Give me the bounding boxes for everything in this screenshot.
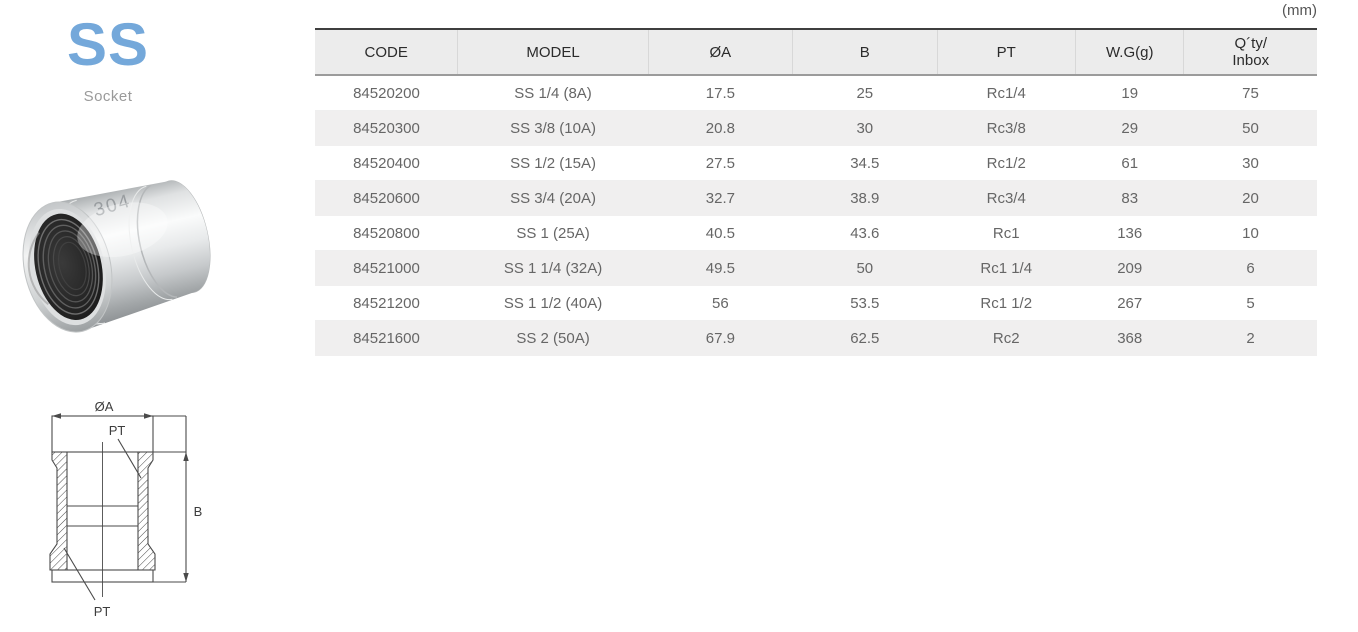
cell-wg: 83 [1075,180,1184,216]
cell-model: SS 1 1/2 (40A) [457,285,649,321]
cell-wg: 209 [1075,250,1184,286]
cell-pt: Rc2 [937,320,1076,356]
cell-pt: Rc3/8 [937,110,1076,146]
cell-model: SS 3/4 (20A) [457,180,649,216]
column-header-wg: W.G(g) [1074,28,1184,76]
cell-b: 30 [792,110,937,146]
product-code-title: SS [66,11,150,78]
cell-pt: Rc1 1/4 [937,250,1076,286]
cell-wg: 368 [1075,320,1184,356]
table-row: 84520600 SS 3/4 (20A) 32.7 38.9 Rc3/4 83 20 [315,180,1317,216]
table-row: 84521600 SS 2 (50A) 67.9 62.5 Rc2 368 2 [315,320,1317,356]
cell-pt: Rc1 [937,215,1076,251]
cell-dia-a: 56 [648,285,793,321]
cell-code: 84521600 [315,320,458,356]
table-header-row: CODE MODEL ØA B PT W.G(g) Q´ty/Inbox [315,28,1317,76]
cell-wg: 267 [1075,285,1184,321]
cell-qty-inbox: 75 [1183,75,1317,111]
product-title-block: SS Socket [38,11,178,106]
cell-qty-inbox: 50 [1183,110,1317,146]
table-row: 84521200 SS 1 1/2 (40A) 56 53.5 Rc1 1/2 267 5 [315,285,1317,321]
dim-label-diameter-a: ØA [95,399,114,414]
cell-qty-inbox: 2 [1183,320,1317,356]
spec-table: CODE MODEL ØA B PT W.G(g) Q´ty/Inbox 84520200 S… [315,28,1317,356]
cell-b: 25 [792,75,937,111]
dim-label-b: B [194,504,203,519]
cell-code: 84520400 [315,145,458,181]
cell-b: 43.6 [792,215,937,251]
cell-dia-a: 27.5 [648,145,793,181]
cell-code: 84520300 [315,110,458,146]
cell-wg: 19 [1075,75,1184,111]
cell-wg: 61 [1075,145,1184,181]
product-photo: 304 [8,138,240,370]
spec-table-wrap: CODE MODEL ØA B PT W.G(g) Q´ty/Inbox 84520200 S… [315,28,1317,356]
cell-model: SS 1/2 (15A) [457,145,649,181]
cell-code: 84520200 [315,75,458,111]
cell-pt: Rc3/4 [937,180,1076,216]
cell-dia-a: 20.8 [648,110,793,146]
thread-label-top: PT [109,423,126,438]
unit-label: (mm) [1282,2,1317,19]
cell-qty-inbox: 20 [1183,180,1317,216]
table-row: 84520200 SS 1/4 (8A) 17.5 25 Rc1/4 19 75 [315,75,1317,111]
socket-cross-section-drawing: ØA PT B PT [49,399,203,619]
cell-wg: 136 [1075,215,1184,251]
cell-code: 84521200 [315,285,458,321]
cell-model: SS 1/4 (8A) [457,75,649,111]
cell-b: 50 [792,250,937,286]
cell-model: SS 2 (50A) [457,320,649,356]
cell-pt: Rc1/4 [937,75,1076,111]
cell-qty-inbox: 10 [1183,215,1317,251]
cell-dia-a: 17.5 [648,75,793,111]
cell-qty-inbox: 30 [1183,145,1317,181]
table-body: 84520200 SS 1/4 (8A) 17.5 25 Rc1/4 19 75 845203… [315,75,1317,356]
cell-qty-inbox: 5 [1183,285,1317,321]
cell-model: SS 1 (25A) [457,215,649,251]
column-header-b: B [792,28,937,76]
table-row: 84521000 SS 1 1/4 (32A) 49.5 50 Rc1 1/4 209 6 [315,250,1317,286]
cell-code: 84520800 [315,215,458,251]
cell-qty-inbox: 6 [1183,250,1317,286]
column-header-pt: PT [936,28,1076,76]
table-head: CODE MODEL ØA B PT W.G(g) Q´ty/Inbox [315,28,1317,76]
column-header-qty-inbox: Q´ty/Inbox [1183,28,1317,76]
cell-dia-a: 67.9 [648,320,793,356]
cell-dia-a: 49.5 [648,250,793,286]
table-row: 84520400 SS 1/2 (15A) 27.5 34.5 Rc1/2 61 30 [315,145,1317,181]
cell-wg: 29 [1075,110,1184,146]
cell-b: 38.9 [792,180,937,216]
socket-photo-illustration: 304 [22,180,211,333]
dimension-diagram: ØA PT B PT [28,394,218,627]
column-header-code: CODE [315,28,458,76]
column-header-model: MODEL [457,28,649,76]
cell-b: 62.5 [792,320,937,356]
table-row: 84520300 SS 3/8 (10A) 20.8 30 Rc3/8 29 50 [315,110,1317,146]
cell-dia-a: 32.7 [648,180,793,216]
cell-code: 84520600 [315,180,458,216]
product-name: Socket [83,88,133,105]
cell-pt: Rc1 1/2 [937,285,1076,321]
cell-b: 53.5 [792,285,937,321]
table-row: 84520800 SS 1 (25A) 40.5 43.6 Rc1 136 10 [315,215,1317,251]
cell-code: 84521000 [315,250,458,286]
cell-pt: Rc1/2 [937,145,1076,181]
cell-b: 34.5 [792,145,937,181]
cell-dia-a: 40.5 [648,215,793,251]
cell-model: SS 3/8 (10A) [457,110,649,146]
thread-label-bottom: PT [94,604,111,619]
cell-model: SS 1 1/4 (32A) [457,250,649,286]
column-header-dia-a: ØA [647,28,793,76]
